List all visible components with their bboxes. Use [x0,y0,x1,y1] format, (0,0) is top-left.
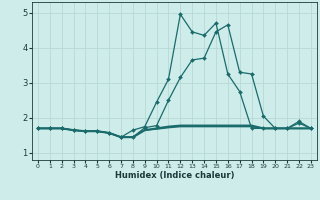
X-axis label: Humidex (Indice chaleur): Humidex (Indice chaleur) [115,171,234,180]
